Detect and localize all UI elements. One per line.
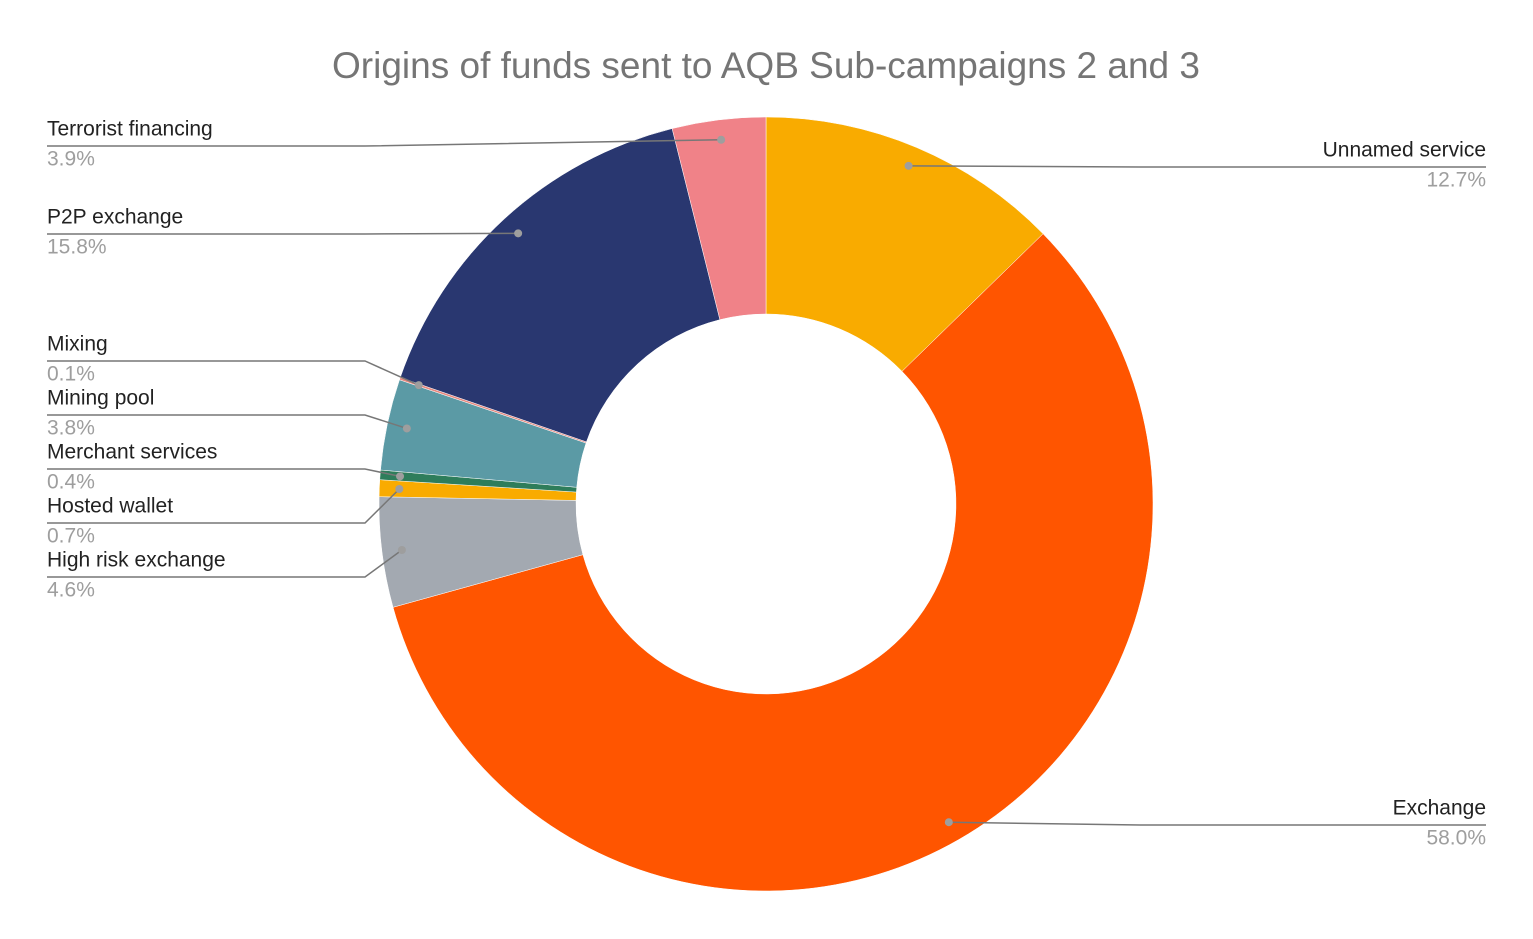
slice-label: Terrorist financing: [47, 118, 213, 141]
value-label: 12.7%: [1426, 169, 1486, 192]
leader-line: [47, 414, 408, 430]
slice: [392, 233, 1154, 892]
value-label: 4.6%: [47, 579, 95, 602]
leader-line: [47, 488, 400, 524]
leader-dot: [395, 485, 404, 494]
slice-label: High risk exchange: [47, 549, 226, 572]
value-label: 58.0%: [1426, 827, 1486, 850]
value-label: 3.9%: [47, 148, 95, 171]
leader-dot: [904, 161, 913, 170]
leader-dot: [514, 229, 523, 238]
value-label: 0.4%: [47, 471, 95, 494]
leader-dot: [396, 472, 405, 481]
leader-dot: [402, 424, 411, 433]
slice: [765, 116, 1044, 372]
slice-label: Unnamed service: [1323, 139, 1486, 162]
slice: [671, 116, 767, 320]
leader-line: [47, 549, 403, 578]
leader-line: [47, 139, 722, 147]
leader-line: [908, 165, 1486, 168]
slice-label: Mixing: [47, 333, 108, 356]
leader-line: [47, 232, 519, 235]
value-label: 0.1%: [47, 363, 95, 386]
slice: [399, 128, 721, 443]
leader-line: [47, 360, 420, 386]
slice-label: Merchant services: [47, 441, 217, 464]
leader-line: [47, 468, 401, 478]
slice-label: Hosted wallet: [47, 495, 173, 518]
leader-line: [948, 821, 1486, 826]
leader-dot: [397, 545, 406, 554]
value-label: 15.8%: [47, 236, 107, 259]
leader-dot: [944, 818, 953, 827]
leader-dot: [414, 381, 423, 390]
leader-dot: [717, 135, 726, 144]
slice-label: P2P exchange: [47, 206, 183, 229]
slice-label: Exchange: [1393, 797, 1486, 820]
slice-label: Mining pool: [47, 387, 154, 410]
value-label: 3.8%: [47, 417, 95, 440]
chart-title: Origins of funds sent to AQB Sub-campaig…: [332, 45, 1200, 86]
value-label: 0.7%: [47, 525, 95, 548]
